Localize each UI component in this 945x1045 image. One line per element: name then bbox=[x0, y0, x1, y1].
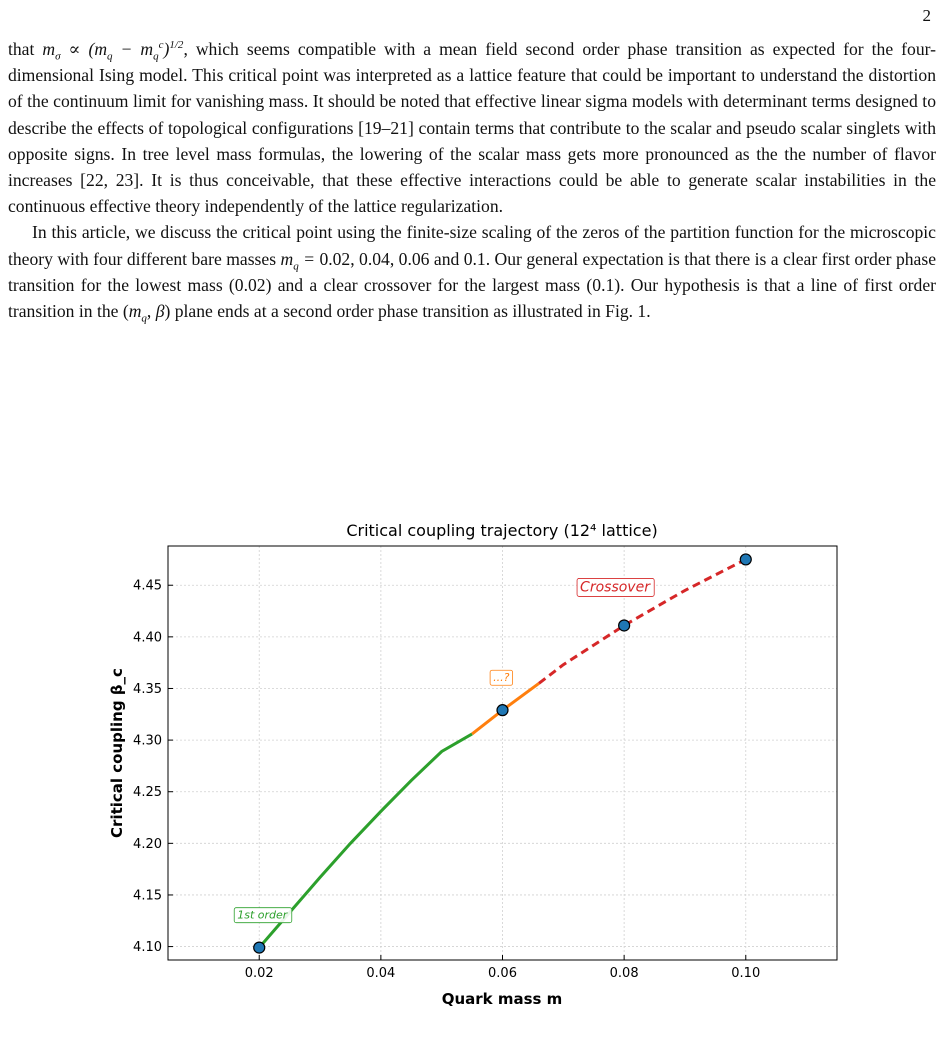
paragraph-1: that mσ ∝ (mq − mqc)1/2, which seems com… bbox=[8, 36, 936, 219]
plot-frame bbox=[167, 545, 838, 961]
body-text: that mσ ∝ (mq − mqc)1/2, which seems com… bbox=[8, 36, 936, 324]
annotation: 1st order bbox=[233, 907, 293, 924]
series-line-crossover bbox=[538, 558, 747, 685]
y-tick-label: 4.20 bbox=[133, 837, 162, 852]
annotation-box bbox=[489, 669, 514, 686]
y-tick-label: 4.10 bbox=[133, 940, 162, 955]
y-tick-label: 4.40 bbox=[133, 630, 162, 645]
chart-title: Critical coupling trajectory (12⁴ lattic… bbox=[346, 521, 657, 540]
x-tick-label: 0.08 bbox=[610, 966, 639, 981]
annotation: ...? bbox=[489, 669, 514, 686]
paragraph-2: In this article, we discuss the critical… bbox=[8, 219, 936, 324]
formula-plane: (mq, β) bbox=[122, 301, 171, 325]
paragraph-2-mid: and 0.1. Our general expectation is that… bbox=[8, 248, 937, 322]
x-tick-label: 0.10 bbox=[731, 966, 760, 981]
y-tick-label: 4.25 bbox=[133, 785, 162, 800]
x-tick-label: 0.04 bbox=[366, 966, 395, 981]
paragraph-2-post: plane ends at a second order phase trans… bbox=[170, 301, 651, 322]
mass-values: 0.02, 0.04, 0.06 bbox=[319, 248, 430, 269]
annotation-label: Crossover bbox=[580, 579, 651, 595]
y-tick-label: 4.35 bbox=[133, 682, 162, 697]
x-axis-label: Quark mass m bbox=[442, 990, 563, 1008]
data-point bbox=[496, 704, 509, 717]
series-line-1st-order bbox=[258, 732, 473, 949]
annotation-label: 1st order bbox=[237, 909, 289, 922]
page-number: 2 bbox=[922, 6, 932, 25]
data-point bbox=[253, 941, 266, 954]
data-point bbox=[739, 553, 752, 566]
x-tick-label: 0.06 bbox=[488, 966, 517, 981]
y-axis-label: Critical coupling β_c bbox=[108, 668, 126, 838]
annotation-label: ...? bbox=[493, 671, 509, 684]
paragraph-1-pre: that bbox=[8, 39, 43, 59]
x-tick-label: 0.02 bbox=[245, 966, 274, 981]
y-tick-label: 4.15 bbox=[133, 888, 162, 903]
formula-masses: mq = bbox=[280, 248, 320, 273]
data-points bbox=[253, 553, 752, 954]
annotation-box bbox=[576, 578, 655, 597]
annotations: 1st order...? Crossover bbox=[233, 578, 655, 924]
paragraph-1-post: , which seems compatible with a mean fie… bbox=[8, 39, 936, 217]
grid bbox=[168, 546, 837, 960]
annotation: Crossover bbox=[576, 578, 655, 597]
annotation-box bbox=[233, 907, 293, 924]
series-line-- bbox=[471, 682, 540, 736]
y-tick-label: 4.45 bbox=[133, 579, 162, 594]
series bbox=[258, 558, 747, 949]
data-point bbox=[618, 619, 631, 632]
formula-sigma-mass: mσ ∝ (mq − mqc)1/2 bbox=[42, 39, 184, 63]
paragraph-2-pre: In this article, we discuss the critical… bbox=[8, 222, 936, 269]
ticks: 0.02 0.04 0.06 0.08 0.10 4.10 4.15 4.20 4.25 4.30… bbox=[133, 579, 760, 981]
y-tick-label: 4.30 bbox=[133, 734, 162, 749]
